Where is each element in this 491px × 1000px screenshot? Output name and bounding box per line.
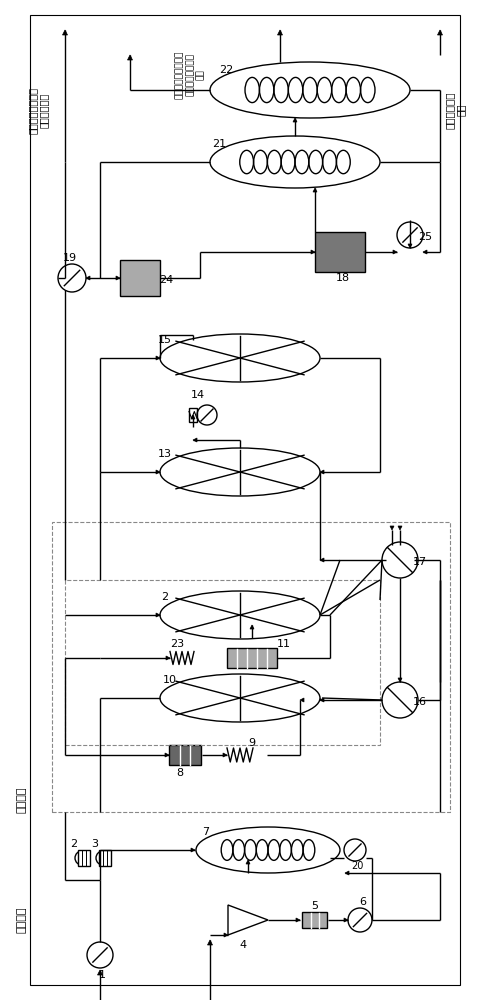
Polygon shape	[128, 55, 133, 60]
Polygon shape	[345, 871, 349, 875]
Text: 16: 16	[413, 697, 427, 707]
Polygon shape	[165, 753, 169, 757]
Polygon shape	[116, 276, 120, 280]
Text: 14: 14	[191, 390, 205, 400]
Polygon shape	[408, 244, 412, 248]
Polygon shape	[191, 415, 195, 419]
Polygon shape	[250, 625, 254, 629]
Bar	[302, 912, 327, 928]
Text: 4: 4	[240, 940, 246, 950]
Polygon shape	[86, 276, 90, 280]
Polygon shape	[98, 970, 103, 975]
Polygon shape	[390, 526, 394, 530]
Polygon shape	[166, 656, 170, 660]
Bar	[30, 15, 460, 985]
Text: 2: 2	[70, 839, 78, 849]
Text: 17: 17	[413, 557, 427, 567]
Text: 23: 23	[170, 639, 184, 649]
Polygon shape	[296, 918, 300, 922]
Text: 10: 10	[163, 675, 177, 685]
Text: 5: 5	[311, 901, 319, 911]
Text: 22: 22	[219, 65, 233, 75]
Bar	[99, 850, 111, 866]
Text: 20: 20	[351, 861, 363, 871]
Text: 重芳烃产品出
装置: 重芳烃产品出 装置	[444, 91, 466, 129]
Polygon shape	[156, 356, 160, 360]
Polygon shape	[437, 30, 442, 35]
Text: 含硫含氮气体进入
废气处理系统: 含硫含氮气体进入 废气处理系统	[27, 87, 49, 133]
Polygon shape	[156, 470, 160, 474]
Polygon shape	[208, 940, 213, 945]
Text: 19: 19	[63, 253, 77, 263]
Text: 非芳烃、苯、甲苯、
二甲苯馏分去萃取
精制: 非芳烃、苯、甲苯、 二甲苯馏分去萃取 精制	[175, 51, 205, 99]
Polygon shape	[293, 118, 297, 122]
Text: 6: 6	[359, 897, 366, 907]
Text: 8: 8	[176, 768, 184, 778]
Bar	[227, 648, 277, 668]
Polygon shape	[398, 526, 402, 530]
Bar	[315, 232, 365, 272]
Polygon shape	[311, 250, 315, 254]
Text: 1: 1	[99, 970, 106, 980]
Polygon shape	[300, 698, 304, 702]
Polygon shape	[156, 613, 160, 617]
Text: 11: 11	[277, 639, 291, 649]
Text: 21: 21	[212, 139, 226, 149]
Text: 2: 2	[162, 592, 168, 602]
Text: 15: 15	[158, 335, 172, 345]
Polygon shape	[191, 848, 195, 852]
Text: 7: 7	[202, 827, 210, 837]
Text: 25: 25	[418, 232, 432, 242]
Polygon shape	[223, 753, 227, 757]
Polygon shape	[398, 678, 402, 682]
Polygon shape	[246, 860, 250, 864]
Bar	[52, 522, 450, 812]
Text: 13: 13	[158, 449, 172, 459]
Bar	[169, 745, 201, 765]
Polygon shape	[62, 30, 67, 35]
Polygon shape	[277, 30, 282, 35]
Bar	[65, 580, 380, 745]
Polygon shape	[320, 470, 324, 474]
Bar	[120, 260, 160, 296]
Polygon shape	[228, 905, 268, 935]
Text: 18: 18	[336, 273, 350, 283]
Text: 9: 9	[248, 738, 255, 748]
Polygon shape	[313, 188, 317, 192]
Polygon shape	[423, 250, 427, 254]
Polygon shape	[320, 558, 324, 562]
Polygon shape	[393, 250, 397, 254]
Polygon shape	[224, 933, 228, 937]
Bar	[78, 850, 90, 866]
Text: 24: 24	[159, 275, 173, 285]
Polygon shape	[344, 918, 348, 922]
Text: 新氢原料: 新氢原料	[17, 907, 27, 933]
Bar	[189, 408, 197, 422]
Text: 粗苯原料: 粗苯原料	[17, 787, 27, 813]
Polygon shape	[193, 438, 197, 442]
Text: 3: 3	[91, 839, 99, 849]
Polygon shape	[320, 698, 324, 702]
